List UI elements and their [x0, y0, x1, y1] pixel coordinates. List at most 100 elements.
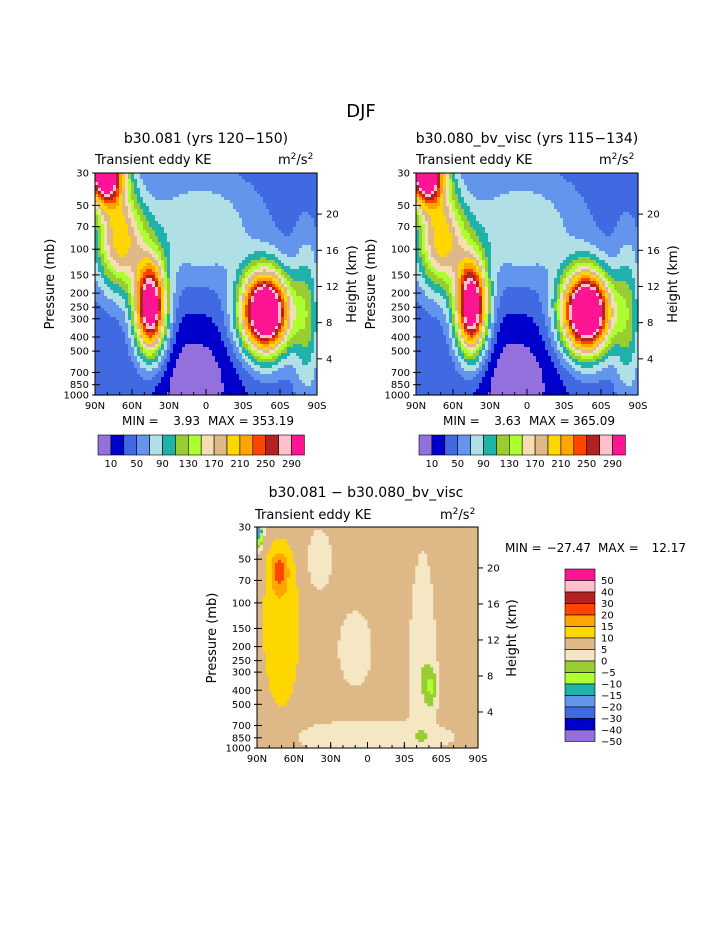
contour-cell	[257, 604, 264, 609]
contour-cell	[416, 278, 426, 282]
contour-cell	[482, 350, 486, 354]
contour-cell	[491, 383, 546, 387]
contour-cell	[251, 260, 276, 264]
contour-cell	[305, 302, 312, 306]
contour-cell	[245, 305, 249, 309]
contour-cell	[569, 263, 576, 267]
contour-cell	[221, 368, 237, 372]
contour-cell	[310, 574, 330, 579]
contour-cell	[278, 368, 297, 372]
contour-cell	[170, 281, 177, 285]
contour-cell	[122, 326, 129, 330]
contour-cell	[497, 281, 549, 285]
contour-cell	[449, 206, 453, 210]
contour-cell	[593, 338, 597, 342]
contour-cell	[227, 308, 234, 312]
contour-cell	[227, 350, 234, 354]
y-tick-label: 100	[70, 245, 89, 256]
x-tick-label: 60N	[443, 401, 463, 412]
contour-cell	[257, 541, 261, 546]
contour-cell	[464, 317, 468, 321]
contour-cell	[620, 293, 633, 297]
contour-cell	[554, 311, 558, 315]
contour-cell	[467, 347, 477, 351]
contour-cell	[488, 353, 492, 357]
contour-cell	[416, 347, 450, 351]
contour-cell	[560, 308, 564, 312]
contour-cell	[262, 595, 279, 600]
contour-cell	[551, 302, 555, 306]
contour-cell	[95, 224, 99, 228]
contour-cell	[409, 628, 437, 633]
contour-cell	[343, 673, 369, 677]
contour-cell	[146, 185, 255, 189]
contour-cell	[452, 314, 456, 318]
contour-cell	[632, 356, 639, 360]
contour-cell	[482, 335, 486, 339]
contour-cell	[446, 293, 453, 297]
contour-cell	[95, 212, 99, 216]
contour-cell	[284, 365, 294, 369]
contour-cell	[295, 571, 312, 576]
contour-cell	[125, 299, 129, 303]
contour-cell	[95, 365, 135, 369]
contour-cell	[494, 308, 498, 312]
contour-cell	[488, 332, 492, 336]
contour-cell	[629, 344, 636, 348]
contour-cell	[257, 628, 264, 633]
y-tick-label: 100	[391, 245, 410, 256]
contour-cell	[296, 311, 309, 315]
contour-cell	[167, 323, 171, 327]
contour-cell	[632, 248, 639, 252]
contour-cell	[494, 317, 498, 321]
contour-cell	[443, 173, 447, 177]
contour-cell	[575, 347, 582, 351]
contour-cell	[164, 329, 168, 333]
contour-cell	[308, 284, 315, 288]
contour-cell	[425, 260, 432, 264]
panel-3-max-value: 12.17	[652, 541, 686, 555]
contour-cell	[563, 218, 594, 222]
contour-cell	[416, 173, 438, 177]
contour-cell	[137, 287, 141, 291]
contour-cell	[268, 688, 294, 692]
contour-cell	[412, 601, 434, 606]
contour-cell	[427, 733, 455, 737]
contour-cell	[287, 290, 291, 294]
contour-cell	[455, 200, 459, 204]
contour-cell	[443, 194, 447, 198]
contour-cell	[221, 335, 228, 339]
contour-cell	[635, 224, 639, 228]
contour-cell	[560, 266, 567, 270]
contour-cell	[476, 272, 480, 276]
contour-cell	[416, 317, 438, 321]
contour-cell	[104, 236, 108, 240]
contour-cell	[328, 577, 416, 582]
contour-cell	[626, 320, 633, 324]
contour-cell	[281, 302, 285, 306]
contour-cell	[572, 281, 576, 285]
contour-cell	[116, 251, 129, 255]
contour-cell	[439, 664, 479, 668]
contour-cell	[416, 269, 420, 273]
contour-cell	[629, 341, 636, 345]
contour-cell	[455, 227, 462, 231]
contour-cell	[95, 200, 99, 204]
contour-cell	[236, 299, 240, 303]
contour-cell	[104, 278, 111, 282]
colorbar-label: 170	[205, 459, 224, 470]
contour-cell	[242, 290, 246, 294]
contour-cell	[428, 251, 432, 255]
contour-cell	[563, 272, 567, 276]
contour-cell	[635, 254, 639, 258]
y-tick-label: 300	[70, 314, 89, 325]
contour-cell	[596, 260, 606, 264]
contour-cell	[467, 188, 576, 192]
colorbar-label: 50	[130, 459, 143, 470]
contour-cell	[569, 302, 573, 306]
contour-cell	[134, 320, 138, 324]
contour-cell	[295, 583, 315, 588]
contour-cell	[248, 326, 252, 330]
contour-cell	[262, 649, 300, 654]
contour-cell	[488, 260, 492, 264]
